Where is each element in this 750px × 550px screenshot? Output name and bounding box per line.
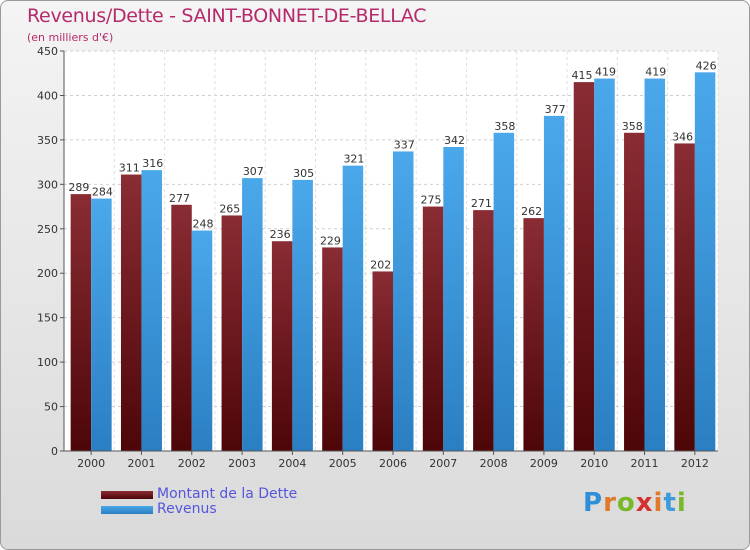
legend-swatch-debt (101, 491, 153, 499)
x-tick-label: 2009 (530, 457, 558, 470)
bar-revenus (242, 178, 263, 451)
bar-revenus (191, 230, 213, 451)
logo-letter: r (603, 488, 617, 518)
data-label-revenus: 419 (595, 66, 616, 79)
y-tick-label: 400 (37, 89, 58, 102)
proxiti-logo: Proxiti (583, 488, 687, 518)
y-tick-label: 300 (37, 178, 58, 191)
data-label-debt: 275 (421, 194, 442, 207)
bar-revenus (493, 132, 515, 451)
data-label-debt: 202 (370, 258, 391, 271)
x-tick-label: 2012 (681, 457, 709, 470)
y-tick-label: 450 (37, 45, 58, 58)
data-label-revenus: 248 (193, 218, 214, 231)
logo-letter: i (653, 488, 664, 518)
data-label-debt: 262 (521, 205, 542, 218)
logo-letter: x (635, 488, 654, 518)
chart-title: Revenus/Dette - SAINT-BONNET-DE-BELLAC (27, 5, 427, 27)
bar-debt (422, 206, 444, 451)
y-tick-label: 100 (37, 356, 58, 369)
data-label-revenus: 337 (394, 138, 415, 151)
data-label-debt: 265 (219, 202, 240, 215)
bar-revenus (694, 72, 716, 451)
data-label-revenus: 419 (645, 66, 666, 79)
data-label-debt: 346 (672, 130, 693, 143)
bar-debt (523, 218, 544, 451)
data-label-revenus: 426 (696, 59, 717, 72)
data-label-revenus: 316 (142, 157, 163, 170)
bar-revenus (543, 115, 565, 451)
x-tick-label: 2003 (228, 457, 256, 470)
data-label-revenus: 377 (545, 103, 566, 116)
bar-revenus (443, 147, 464, 451)
logo-letter: i (676, 488, 687, 518)
data-label-debt: 277 (169, 192, 190, 205)
x-tick-label: 2001 (127, 457, 155, 470)
bar-revenus (342, 165, 364, 451)
x-tick-label: 2011 (631, 457, 659, 470)
axes: 0 50 100 150 200 250 300 350 400 450 2000 2001 2002 2… (37, 45, 718, 470)
x-tick-label: 2008 (480, 457, 508, 470)
data-label-debt: 271 (471, 197, 492, 210)
bar-debt (624, 132, 645, 451)
y-tick-label: 150 (37, 312, 58, 325)
bar-debt (271, 241, 293, 451)
legend-label-debt: Montant de la Dette (157, 486, 298, 502)
chart-subtitle: (en milliers d'€) (27, 31, 114, 44)
data-label-debt: 229 (320, 234, 341, 247)
bar-debt (120, 174, 142, 452)
bar-debt (171, 204, 192, 451)
bar-revenus (292, 179, 313, 451)
bars (70, 72, 716, 452)
y-tick-label: 350 (37, 134, 58, 147)
x-tick-label: 2007 (429, 457, 457, 470)
logo-letter: o (616, 488, 636, 518)
data-label-debt: 311 (119, 162, 140, 175)
legend-label-revenus: Revenus (157, 501, 217, 517)
x-tick-label: 2005 (329, 457, 357, 470)
y-tick-label: 200 (37, 267, 58, 280)
bar-revenus (393, 151, 414, 451)
bar-revenus (594, 78, 615, 452)
x-tick-label: 2010 (580, 457, 608, 470)
legend-swatch-revenus (101, 506, 153, 514)
bar-debt (70, 194, 92, 451)
data-label-revenus: 358 (494, 120, 515, 133)
bar-debt (221, 215, 243, 451)
bar-debt (473, 210, 494, 451)
y-tick-label: 250 (37, 223, 58, 236)
data-label-debt: 358 (622, 120, 643, 133)
data-label-revenus: 307 (243, 165, 264, 178)
bar-revenus (91, 198, 112, 451)
y-tick-label: 0 (51, 445, 58, 458)
x-tick-label: 2004 (278, 457, 306, 470)
data-label-debt: 289 (68, 181, 89, 194)
x-tick-label: 2000 (77, 457, 105, 470)
data-label-debt: 415 (571, 69, 592, 82)
x-tick-label: 2002 (178, 457, 206, 470)
bar-debt (322, 247, 343, 451)
data-label-debt: 236 (270, 228, 291, 241)
bar-debt (372, 271, 393, 451)
logo-letter: t (663, 488, 677, 518)
y-tick-label: 50 (44, 401, 58, 414)
data-label-revenus: 305 (293, 167, 314, 180)
data-label-revenus: 284 (92, 186, 113, 199)
x-tick-label: 2006 (379, 457, 407, 470)
bar-revenus (141, 170, 162, 451)
bar-debt (674, 143, 695, 451)
bar-revenus (644, 78, 666, 452)
bar-debt (573, 82, 595, 451)
data-label-revenus: 342 (444, 134, 465, 147)
data-label-revenus: 321 (343, 153, 364, 166)
logo-letter: P (583, 488, 604, 518)
